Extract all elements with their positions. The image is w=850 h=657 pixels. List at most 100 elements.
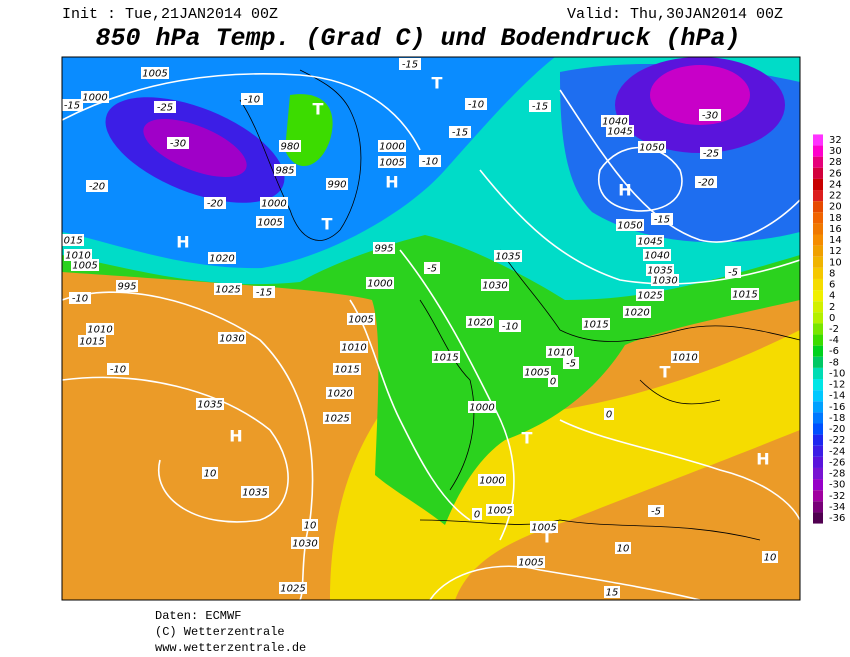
very-cold-zone	[650, 65, 750, 125]
label-box	[256, 216, 284, 228]
colorbar-label: 8	[829, 268, 835, 279]
coastline	[419, 379, 761, 541]
contour-label: 1045	[607, 127, 632, 138]
contour-label: -10	[422, 157, 438, 168]
colorbar-band	[813, 356, 823, 368]
isobar	[479, 169, 800, 285]
contour-label: 1020	[624, 308, 649, 319]
contour-label: 980	[280, 142, 299, 153]
label-box	[499, 320, 521, 332]
contour-label: 1010	[341, 343, 366, 354]
colorbar-band	[813, 456, 823, 468]
colorbar-band	[813, 267, 823, 279]
label-box	[86, 323, 114, 335]
contour-label: -15	[452, 128, 468, 139]
colorbar-label: -12	[829, 380, 845, 391]
colorbar-label: 16	[829, 224, 842, 235]
contour-label: -30	[170, 139, 186, 150]
contour-label: 1000	[379, 142, 404, 153]
label-box	[202, 467, 218, 479]
colorbar-label: 32	[829, 135, 842, 146]
contour-label: -10	[244, 95, 260, 106]
contour-label: -10	[110, 365, 126, 376]
colorbar-band	[813, 490, 823, 502]
contour-label: 1015	[433, 353, 458, 364]
coastline	[419, 249, 800, 491]
label-box	[302, 519, 318, 531]
coastline	[239, 69, 362, 241]
footer-source: Daten: ECMWF	[155, 609, 241, 623]
contour-label: 0	[606, 410, 612, 421]
label-box	[486, 504, 514, 516]
colorbar-band	[813, 167, 823, 179]
colorbar-band	[813, 201, 823, 213]
label-box	[699, 109, 721, 121]
colorbar-band	[813, 401, 823, 413]
label-box	[78, 335, 106, 347]
label-box	[291, 537, 319, 549]
contour-label: -20	[207, 199, 223, 210]
isobar	[62, 291, 314, 600]
label-box	[468, 401, 496, 413]
label-box	[478, 474, 506, 486]
contour-label: 1035	[242, 488, 267, 499]
colorbar-label: 0	[829, 313, 835, 324]
pressure-center: T	[432, 74, 443, 93]
label-box	[725, 266, 741, 278]
label-box	[378, 140, 406, 152]
very-cold-zone	[143, 119, 247, 177]
colorbar-band	[813, 434, 823, 446]
colorbar-band	[813, 423, 823, 435]
label-box	[517, 556, 545, 568]
colorbar-band	[813, 234, 823, 246]
colorbar-label: -22	[829, 435, 845, 446]
contour-label: 1025	[280, 584, 305, 595]
contour-label: 1005	[142, 69, 167, 80]
contour-label: 1000	[82, 93, 107, 104]
label-box	[141, 67, 169, 79]
label-box	[523, 366, 551, 378]
contour-label: 1030	[482, 281, 507, 292]
colorbar-band	[813, 323, 823, 335]
pressure-center: T	[322, 215, 333, 234]
label-box	[472, 508, 482, 520]
label-box	[648, 505, 664, 517]
label-box	[326, 178, 348, 190]
contour-label: 1015	[583, 320, 608, 331]
label-box	[204, 197, 226, 209]
colorbar-band	[813, 301, 823, 313]
contour-label: 1050	[639, 143, 664, 154]
label-box	[762, 551, 778, 563]
colorbar-band	[813, 134, 823, 146]
colorbar-band	[813, 145, 823, 157]
label-box	[615, 542, 631, 554]
colorbar-label: -28	[829, 469, 845, 480]
label-box	[241, 486, 269, 498]
label-box	[154, 101, 176, 113]
colorbar-label: 12	[829, 246, 842, 257]
label-box	[481, 279, 509, 291]
contour-label: 1020	[209, 254, 234, 265]
contour-label: 990	[327, 180, 346, 191]
label-box	[582, 318, 610, 330]
contour-label: 1000	[469, 403, 494, 414]
contour-label: 0	[550, 377, 556, 388]
label-box	[546, 346, 574, 358]
contour-label: 1025	[637, 291, 662, 302]
contour-label: 1010	[547, 348, 572, 359]
label-box	[606, 125, 634, 137]
colorbar-label: -16	[829, 402, 845, 413]
label-box	[208, 252, 236, 264]
label-box	[64, 249, 92, 261]
pressure-center: H	[176, 233, 189, 252]
colorbar-label: 26	[829, 168, 842, 179]
colorbar-label: 14	[829, 235, 842, 246]
colorbar-band	[813, 390, 823, 402]
contour-label: 1000	[479, 476, 504, 487]
label-box	[529, 100, 551, 112]
colorbar: 32302826242220181614121086420-2-4-6-8-10…	[813, 134, 845, 524]
label-box	[167, 137, 189, 149]
contour-label: 1005	[524, 368, 549, 379]
contour-label: -5	[651, 507, 661, 518]
